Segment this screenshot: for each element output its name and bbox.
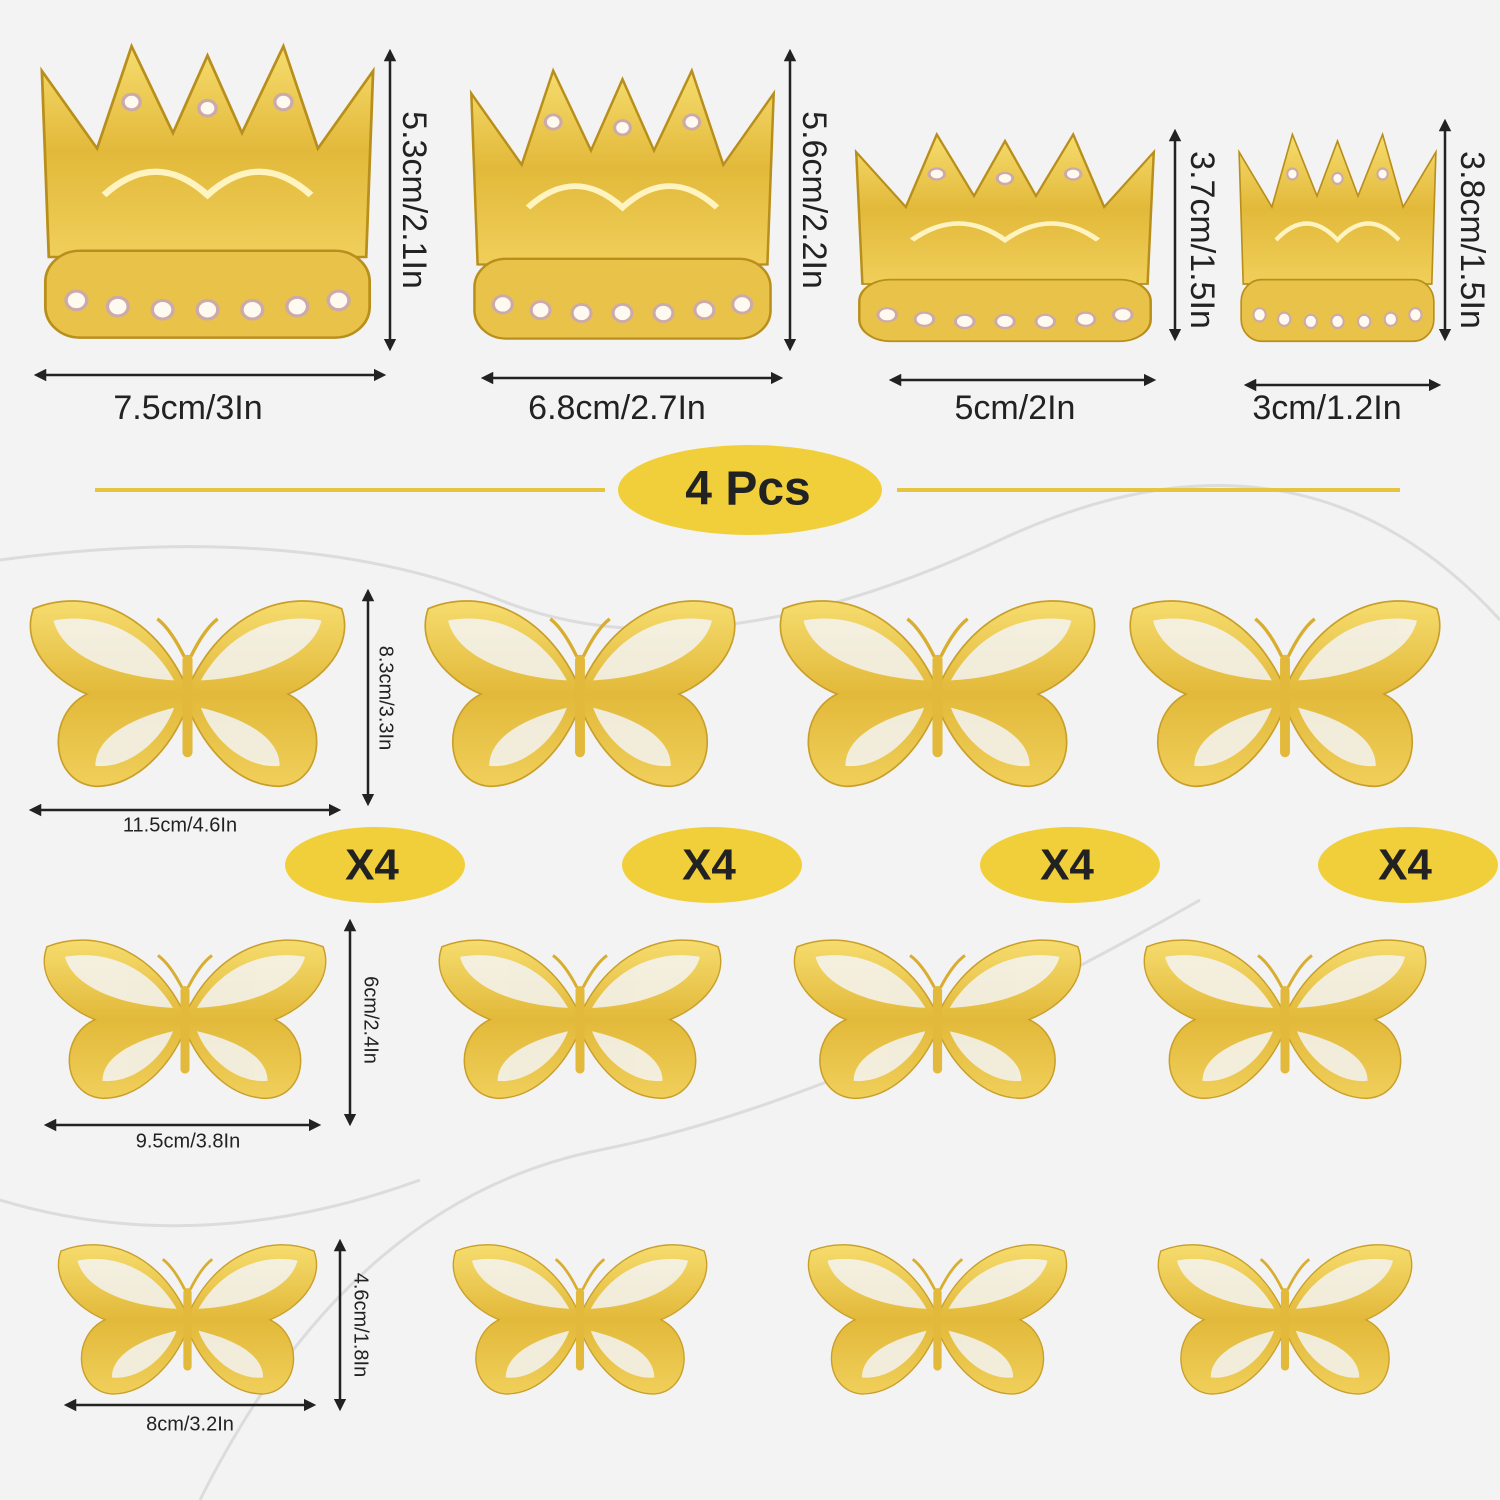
crown-height: 5.3cm/2.1In [395, 111, 433, 289]
crown-height: 3.7cm/1.5In [1183, 151, 1221, 329]
crown-width: 5cm/2In [955, 389, 1076, 427]
butterfly-width: 9.5cm/3.8In [136, 1130, 241, 1152]
crown-count: 4 Pcs [685, 463, 810, 516]
butterfly-width: 11.5cm/4.6In [123, 814, 237, 836]
butterfly-height: 8.3cm/3.3In [375, 646, 397, 751]
quantity-badge [1318, 827, 1498, 903]
crown-width: 3cm/1.2In [1252, 389, 1401, 427]
quantity-label: X4 [1378, 841, 1432, 890]
quantity-label: X4 [1040, 841, 1094, 890]
quantity-label: X4 [345, 841, 399, 890]
count-badge [618, 445, 882, 535]
crown-height: 3.8cm/1.5In [1453, 151, 1491, 329]
butterfly-height: 4.6cm/1.8In [350, 1273, 372, 1378]
crown-width: 7.5cm/3In [113, 389, 262, 427]
quantity-badge [980, 827, 1160, 903]
quantity-label: X4 [682, 841, 736, 890]
butterfly-width: 8cm/3.2In [146, 1413, 234, 1435]
quantity-badge [285, 827, 465, 903]
butterfly-height: 6cm/2.4In [360, 976, 382, 1064]
crown-width: 6.8cm/2.7In [528, 389, 706, 427]
quantity-badge [622, 827, 802, 903]
crown-height: 5.6cm/2.2In [795, 111, 833, 289]
quantity-badges: X4 X4 X4 X4 [285, 827, 1498, 903]
